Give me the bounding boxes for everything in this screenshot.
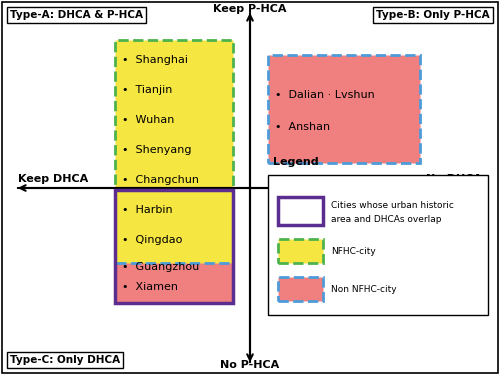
Text: •  Wuhan: • Wuhan xyxy=(122,115,174,125)
Bar xyxy=(268,175,488,315)
Text: Non NFHC-city: Non NFHC-city xyxy=(331,285,396,294)
Bar xyxy=(115,263,233,303)
Text: Type-C: Only DHCA: Type-C: Only DHCA xyxy=(10,355,120,365)
Text: •  Changchun: • Changchun xyxy=(122,175,199,185)
Text: Keep DHCA: Keep DHCA xyxy=(18,174,88,184)
Text: No P-HCA: No P-HCA xyxy=(220,360,280,370)
Text: •  Guangzhou: • Guangzhou xyxy=(122,262,199,272)
Text: Cities whose urban historic: Cities whose urban historic xyxy=(331,201,454,210)
Bar xyxy=(278,277,323,301)
Text: •  Shanghai: • Shanghai xyxy=(122,55,188,65)
Text: •  Tianjin: • Tianjin xyxy=(122,85,172,95)
Text: •  Xiamen: • Xiamen xyxy=(122,282,178,292)
Bar xyxy=(278,239,323,263)
Text: Type-A: DHCA & P-HCA: Type-A: DHCA & P-HCA xyxy=(10,10,143,20)
Text: •  Harbin: • Harbin xyxy=(122,205,172,215)
Text: No DHCA: No DHCA xyxy=(426,174,482,184)
Text: •  Qingdao: • Qingdao xyxy=(122,235,182,245)
Text: •  Anshan: • Anshan xyxy=(275,122,330,132)
Text: area and DHCAs overlap: area and DHCAs overlap xyxy=(331,214,442,223)
Text: •  Dalian · Lvshun: • Dalian · Lvshun xyxy=(275,90,375,100)
Bar xyxy=(115,40,233,303)
Text: NFHC-city: NFHC-city xyxy=(331,246,376,255)
Text: •  Shenyang: • Shenyang xyxy=(122,145,192,155)
Bar xyxy=(278,197,323,225)
Text: Keep P-HCA: Keep P-HCA xyxy=(213,4,287,14)
Text: Legend: Legend xyxy=(273,157,318,167)
Bar xyxy=(115,190,233,303)
Text: Type-B: Only P-HCA: Type-B: Only P-HCA xyxy=(376,10,490,20)
Bar xyxy=(268,55,420,163)
